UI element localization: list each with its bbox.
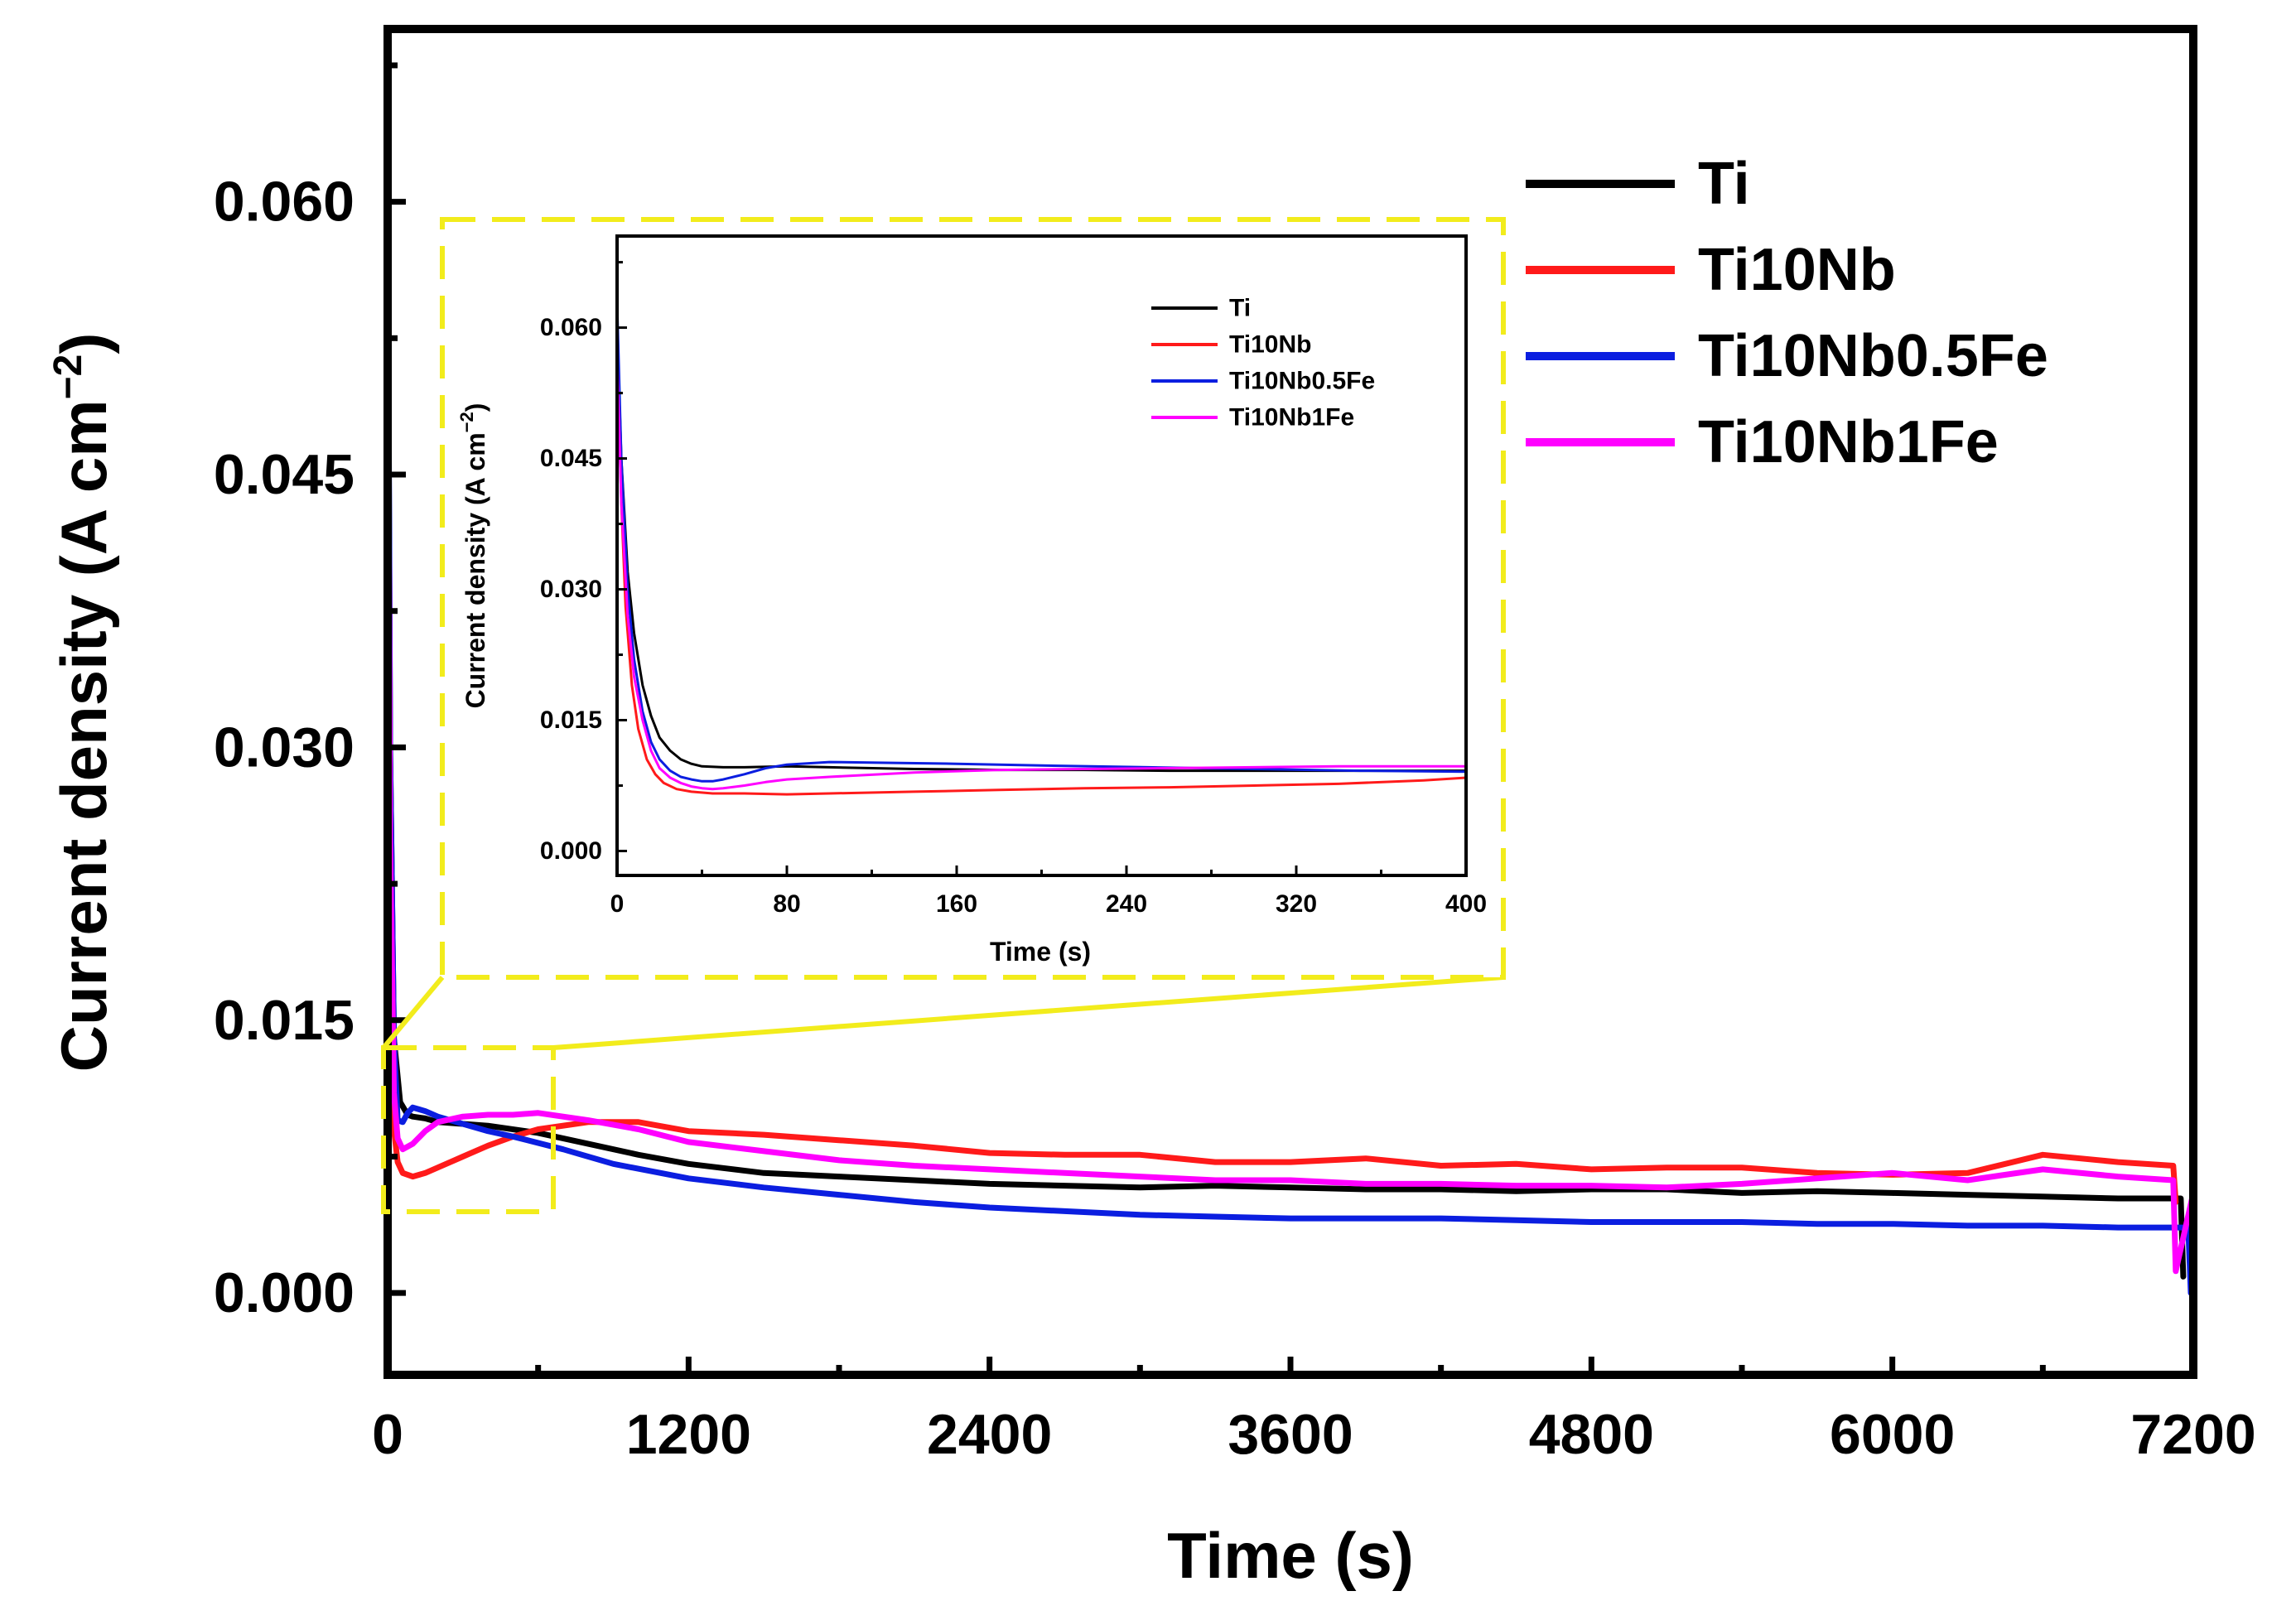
main-x-tick-label: 2400 bbox=[927, 1403, 1052, 1466]
inset-plot: 0 80 160 240 320 400 0.000 0.015 0.030 0.045 0.06… bbox=[456, 234, 1487, 967]
main-y-tick-label: 0.000 bbox=[214, 1261, 355, 1324]
inset-y-ticks: 0.000 0.015 0.030 0.045 0.060 bbox=[540, 261, 627, 865]
main-series-line-ti10nb bbox=[384, 235, 2179, 1205]
inset-series-line-ti bbox=[615, 326, 1468, 773]
main-y-tick-label: 0.015 bbox=[214, 989, 355, 1052]
main-x-ticks: 0 1200 2400 3600 4800 6000 7200 bbox=[372, 1357, 2256, 1466]
inset-legend: Ti Ti10Nb Ti10Nb0.5Fe Ti10Nb1Fe bbox=[1151, 295, 1375, 432]
inset-y-tick-label: 0.060 bbox=[540, 314, 602, 341]
main-legend-label-ti: Ti bbox=[1698, 151, 1750, 217]
zoom-connector-right bbox=[552, 975, 1504, 1050]
inset-y-tick-label: 0.000 bbox=[540, 837, 602, 865]
zoom-connector-left bbox=[381, 976, 445, 1049]
inset-x-tick-label: 400 bbox=[1445, 890, 1487, 918]
inset-x-ticks: 0 80 160 240 320 400 bbox=[610, 865, 1487, 918]
main-y-ticks: 0.000 0.015 0.030 0.045 0.060 bbox=[214, 62, 406, 1324]
main-y-tick-label: 0.045 bbox=[214, 443, 355, 506]
inset-y-axis-title: Current density (A cm−2) bbox=[456, 403, 490, 709]
main-x-tick-label: 7200 bbox=[2130, 1403, 2255, 1466]
inset-x-tick-label: 320 bbox=[1276, 890, 1317, 918]
main-plot: 0 1200 2400 3600 4800 6000 7200 0.0000.0150.03… bbox=[46, 25, 2256, 1592]
main-y-tick-label: 0.060 bbox=[214, 171, 355, 234]
main-legend-label-ti10nb1fe: Ti10Nb1Fe bbox=[1698, 409, 1999, 475]
inset-legend-label-ti10nb1fe: Ti10Nb1Fe bbox=[1229, 404, 1354, 432]
inset-x-tick-label: 0 bbox=[610, 890, 625, 918]
main-x-tick-label: 3600 bbox=[1228, 1403, 1353, 1466]
inset-x-tick-label: 160 bbox=[936, 890, 977, 918]
main-legend-label-ti10nb: Ti10Nb bbox=[1698, 237, 1896, 303]
main-x-tick-label: 0 bbox=[372, 1403, 403, 1466]
inset-legend-label-ti: Ti bbox=[1229, 295, 1251, 322]
inset-legend-label-ti10nb0-5fe: Ti10Nb0.5Fe bbox=[1229, 368, 1375, 395]
main-series-line-ti10nb0-5fe bbox=[384, 144, 2194, 1296]
inset-y-tick-label: 0.015 bbox=[540, 706, 602, 734]
inset-series-group bbox=[615, 300, 1468, 796]
main-x-tick-label: 6000 bbox=[1830, 1403, 1955, 1466]
inset-x-tick-label: 80 bbox=[773, 890, 800, 918]
inset-x-axis-title: Time (s) bbox=[990, 937, 1091, 967]
inset-x-tick-label: 240 bbox=[1106, 890, 1147, 918]
inset-series-line-ti10nb bbox=[615, 344, 1468, 796]
inset-y-tick-label: 0.045 bbox=[540, 445, 602, 472]
main-x-tick-label: 4800 bbox=[1529, 1403, 1654, 1466]
inset-series-line-ti10nb1fe bbox=[615, 352, 1468, 791]
main-y-tick-label: 0.030 bbox=[214, 716, 355, 779]
main-legend: Ti Ti10Nb Ti10Nb0.5Fe Ti10Nb1Fe bbox=[1526, 151, 2048, 475]
inset-y-tick-label: 0.030 bbox=[540, 576, 602, 603]
main-series-group bbox=[384, 144, 2197, 1296]
main-y-axis-title: Current density (A cm−2) bbox=[46, 333, 120, 1073]
main-x-axis-title: Time (s) bbox=[1167, 1519, 1414, 1592]
main-series-line-ti10nb1fe bbox=[384, 253, 2197, 1275]
inset-legend-label-ti10nb: Ti10Nb bbox=[1229, 331, 1311, 359]
main-x-tick-label: 1200 bbox=[626, 1403, 751, 1466]
inset-series-line-ti10nb0-5fe bbox=[615, 300, 1468, 783]
main-series-line-ti bbox=[384, 199, 2187, 1280]
zoom-region-box bbox=[381, 1045, 556, 1214]
main-legend-label-ti10nb0-5fe: Ti10Nb0.5Fe bbox=[1698, 323, 2048, 389]
